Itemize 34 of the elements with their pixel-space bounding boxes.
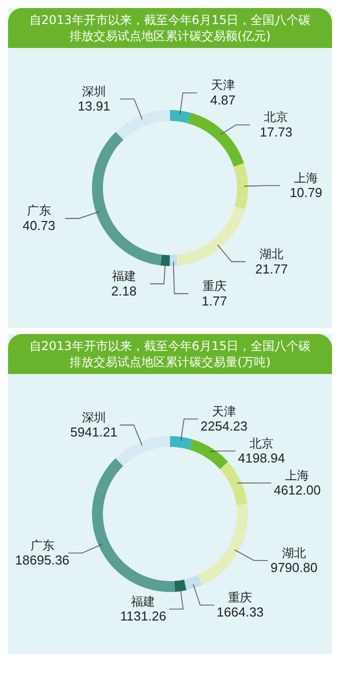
- data-label: 4.87: [210, 92, 236, 108]
- data-label: 40.73: [22, 218, 56, 233]
- slice-label: 北京: [264, 110, 288, 124]
- data-label: 13.91: [78, 98, 110, 114]
- slice-label: 湖北: [260, 246, 284, 261]
- chart-title: 自2013年开市以来，截至今年6月15日，全国八个碳排放交易试点地区累计碳交易量(万吨): [8, 334, 332, 374]
- data-label: 21.77: [255, 261, 288, 276]
- slice-label: 广东: [30, 538, 54, 552]
- data-label: 2254.23: [200, 418, 248, 434]
- data-label: 1664.33: [216, 604, 264, 620]
- slice-label: 天津: [210, 78, 235, 92]
- data-label: 9790.80: [270, 560, 318, 576]
- slice-label: 重庆: [202, 278, 226, 293]
- slice-label: 深圳: [82, 84, 106, 98]
- data-label: 4198.94: [238, 450, 286, 466]
- data-label: 1.77: [202, 293, 228, 308]
- slice-label: 广东: [26, 204, 51, 218]
- slice-label: 北京: [250, 436, 274, 450]
- slice-label: 福建: [112, 269, 136, 284]
- chart-title: 自2013年开市以来，截至今年6月15日，全国八个碳排放交易试点地区累计碳交易额(亿元): [8, 8, 332, 48]
- slice-label: 上海: [294, 170, 318, 185]
- data-label: 4612.00: [274, 482, 321, 498]
- slice-label: 深圳: [82, 410, 106, 424]
- data-label: 1131.26: [120, 608, 166, 624]
- slice-label: 重庆: [228, 590, 252, 604]
- slice-label: 湖北: [282, 546, 306, 560]
- slice-label: 福建: [131, 594, 156, 608]
- slice-label: 上海: [285, 468, 310, 482]
- slice-label: 天津: [212, 404, 236, 418]
- data-label: 2.18: [111, 283, 137, 298]
- data-label: 5941.21: [70, 424, 118, 440]
- data-label: 17.73: [260, 124, 292, 140]
- data-label: 18695.36: [15, 552, 70, 568]
- data-label: 10.79: [290, 185, 322, 200]
